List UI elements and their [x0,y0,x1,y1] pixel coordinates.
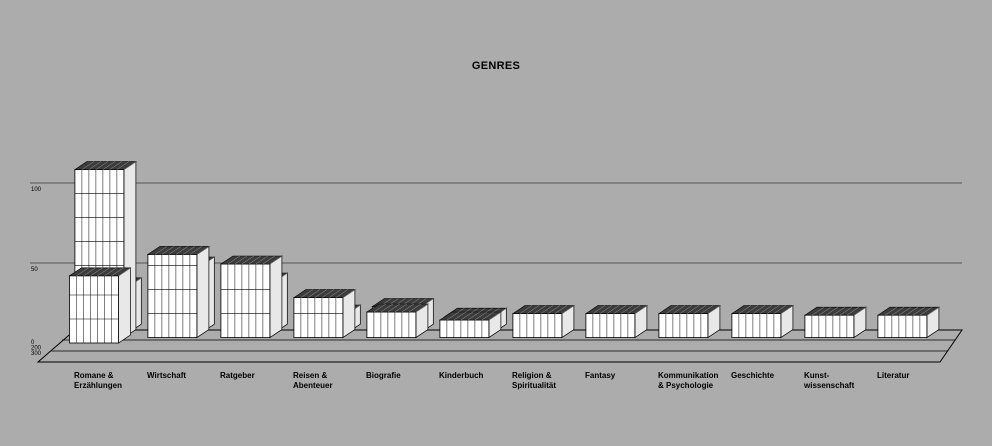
x-tick-label: Religion & [512,371,552,380]
x-tick-label: Biografie [366,371,401,380]
depth-tick-label: 300 [31,351,42,357]
depth-tick-label: 0 [31,340,35,346]
bar [803,306,867,339]
y-tick-label: 100 [31,187,42,193]
y-tick-label: 50 [31,267,38,273]
x-tick-label: Kunst- [804,371,830,380]
bar [876,306,940,339]
x-tick-label: Erzählungen [74,381,122,390]
bar [146,245,210,339]
x-tick-label: Kommunikation [658,371,719,380]
bar [730,304,794,339]
x-tick-label: Fantasy [585,371,616,380]
x-tick-label: Wirtschaft [147,371,186,380]
bar [292,288,356,339]
x-tick-label: Spiritualität [512,381,556,390]
x-tick-label: & Psychologie [658,381,714,390]
bar [657,304,721,339]
x-tick-label: Reisen & [293,371,327,380]
bar [68,267,132,344]
x-tick-label: wissenschaft [803,381,855,390]
bar [219,255,283,339]
chart-title: GENRES [471,60,521,72]
x-tick-label: Kinderbuch [439,371,484,380]
bar [511,304,575,339]
bar [584,304,648,339]
x-tick-label: Romane & [74,371,114,380]
bar [438,311,502,339]
bar [365,303,429,339]
depth-tick-label: 200 [31,346,42,352]
x-tick-label: Geschichte [731,371,775,380]
x-tick-label: Abenteuer [293,381,333,390]
x-tick-label: Ratgeber [220,371,255,380]
x-tick-label: Literatur [877,371,909,380]
